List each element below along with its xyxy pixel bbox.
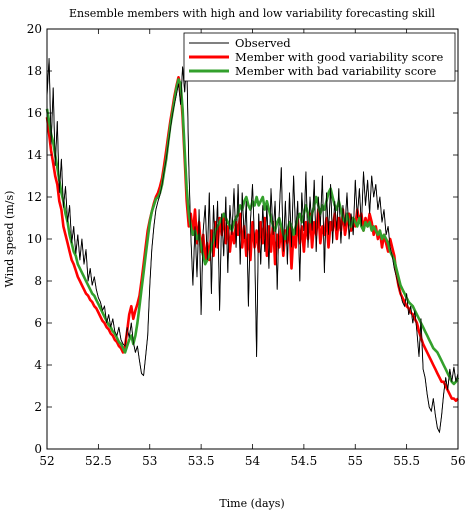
x-axis-label: Time (days)	[219, 497, 284, 510]
legend-box	[183, 32, 456, 82]
legend-label-3: Member with bad variability score	[235, 64, 437, 78]
y-tick-label: 8	[34, 274, 42, 288]
x-tick-label: 54.5	[291, 454, 318, 468]
legend-label-1: Observed	[235, 36, 291, 50]
y-tick-label: 12	[27, 190, 42, 204]
x-tick-label: 52	[39, 454, 54, 468]
x-tick-label: 52.5	[85, 454, 112, 468]
y-tick-label: 10	[27, 232, 42, 246]
y-tick-label: 2	[34, 400, 42, 414]
legend-label-2: Member with good variability score	[235, 50, 444, 64]
series-line-2	[45, 76, 459, 402]
x-tick-label: 55	[348, 454, 363, 468]
x-tick-label: 55.5	[393, 454, 420, 468]
x-tick-label: 54	[245, 454, 261, 468]
y-tick-label: 6	[34, 316, 42, 330]
y-tick-label: 14	[27, 148, 43, 162]
x-tick-label: 53.5	[188, 454, 215, 468]
chart-title: Ensemble members with high and low varia…	[69, 7, 436, 20]
x-tick-label: 56	[450, 454, 465, 468]
series-line-3	[45, 78, 460, 386]
y-tick-label: 16	[27, 106, 42, 120]
y-tick-label: 0	[34, 442, 42, 456]
y-axis-label: Wind speed (m/s)	[3, 191, 16, 288]
y-tick-label: 4	[34, 358, 42, 372]
y-tick-label: 18	[27, 64, 42, 78]
y-tick-label: 20	[27, 22, 42, 36]
x-tick-label: 53	[142, 454, 157, 468]
series-line-1-overlay	[46, 58, 459, 434]
axis-layer: 52 52.5 53 53.5 54 54.5 55 55.5 56 0 2 4 6 8 10 12 14 16 1…	[27, 22, 466, 468]
series-layer	[45, 57, 460, 434]
